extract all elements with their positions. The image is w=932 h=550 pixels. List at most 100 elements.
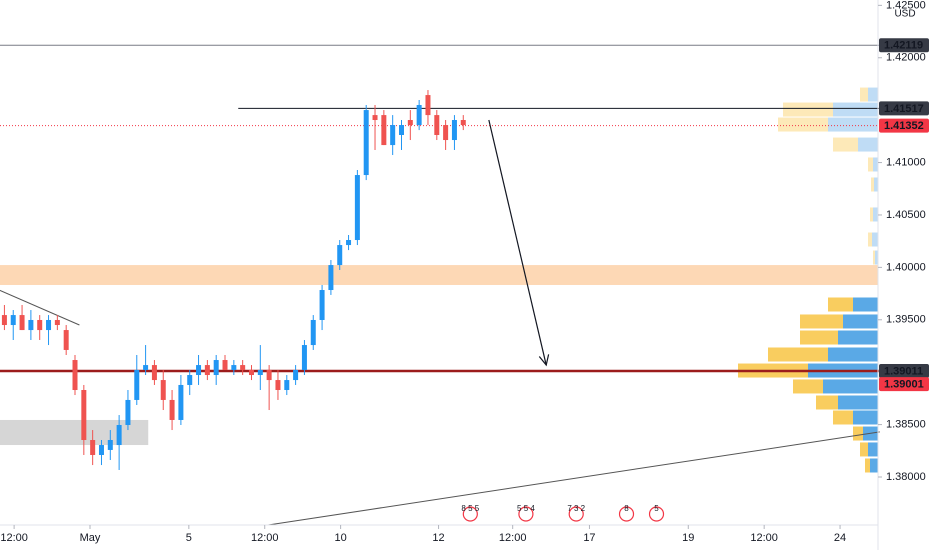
volume-up xyxy=(838,330,878,345)
candle-body xyxy=(116,425,122,446)
volume-down xyxy=(800,314,843,329)
currency: USD xyxy=(894,9,915,20)
price-badge-label: 1.39001 xyxy=(884,378,924,390)
candle-body xyxy=(460,120,466,126)
candle-body xyxy=(134,369,140,400)
x-tick-label: 12:00 xyxy=(499,532,527,544)
event-icon xyxy=(462,506,478,522)
candle-body xyxy=(160,380,166,400)
event-icon xyxy=(648,506,665,522)
event-icon xyxy=(518,506,534,522)
x-tick-label: 12 xyxy=(432,532,444,544)
volume-down xyxy=(865,458,870,473)
volume-down xyxy=(853,426,863,441)
candle-body xyxy=(10,315,16,326)
candle-body xyxy=(266,369,272,381)
event-label: 5 5 4 xyxy=(517,504,535,513)
volume-up xyxy=(868,87,878,102)
volume-up xyxy=(858,137,878,152)
volume-down xyxy=(778,117,828,132)
drawing-line xyxy=(0,289,80,326)
x-tick-label: May xyxy=(80,532,101,544)
candle-body xyxy=(301,345,307,370)
candle-body xyxy=(125,399,131,426)
candle-body xyxy=(28,319,34,331)
event-icon xyxy=(568,506,584,522)
price-badge xyxy=(879,101,929,116)
y-tick-label: 1.38500 xyxy=(886,418,926,430)
volume-down xyxy=(793,379,823,394)
candle-body xyxy=(46,319,52,331)
candle-body xyxy=(213,360,219,376)
event-label: 8 xyxy=(624,504,629,513)
volume-down xyxy=(768,347,828,362)
candle-body xyxy=(63,330,69,350)
volume-down xyxy=(833,410,853,425)
zones xyxy=(0,265,878,446)
y-tick-label: 1.40000 xyxy=(886,261,926,273)
price-badge xyxy=(879,38,929,53)
x-tick-label: 19 xyxy=(682,532,694,544)
price-badge-label: 1.41517 xyxy=(884,103,924,115)
volume-down xyxy=(871,177,874,192)
candle-body xyxy=(72,360,78,391)
candle-body xyxy=(151,365,157,381)
event-icon xyxy=(618,506,635,522)
candle-body xyxy=(169,399,175,420)
x-tick-label: 12:00 xyxy=(750,532,778,544)
volume-down xyxy=(873,250,875,265)
volume-down xyxy=(816,395,838,410)
zone xyxy=(0,419,149,446)
price-badge xyxy=(879,377,929,392)
volume-up xyxy=(823,379,878,394)
candle-body xyxy=(196,365,202,376)
volume-down xyxy=(800,330,838,345)
volume-down xyxy=(833,137,858,152)
candles xyxy=(1,90,466,470)
candle-body xyxy=(98,445,104,455)
arrow xyxy=(488,119,547,366)
drawing-line xyxy=(268,431,880,526)
y-tick-label: 1.42500 xyxy=(886,0,926,11)
volume-up xyxy=(872,232,878,247)
volume-down xyxy=(860,87,868,102)
event-label: 5 xyxy=(654,504,659,513)
volume-down xyxy=(828,297,853,312)
x-tick-label: 5 xyxy=(186,532,192,544)
arrow-head xyxy=(538,354,550,367)
y-tick-label: 1.39500 xyxy=(886,314,926,326)
volume-up xyxy=(868,442,878,457)
candle-body xyxy=(54,319,60,326)
volume-up xyxy=(828,117,878,132)
event-label: 7 3 2 xyxy=(567,504,585,513)
volume-up xyxy=(853,410,878,425)
event-label: 8 5 5 xyxy=(461,504,479,513)
zone xyxy=(0,265,878,285)
candle-body xyxy=(240,365,246,370)
y-tick-label: 1.42000 xyxy=(886,52,926,64)
candle-body xyxy=(363,110,369,176)
volume-down xyxy=(868,232,872,247)
volume-up xyxy=(828,347,878,362)
candle-body xyxy=(1,315,7,326)
price-badge-label: 1.39011 xyxy=(884,365,923,377)
y-tick-label: 1.41000 xyxy=(886,156,926,168)
volume-down xyxy=(860,442,868,457)
volume-up xyxy=(874,177,878,192)
candle-body xyxy=(143,365,149,370)
candle-body xyxy=(434,115,440,135)
x-tick-label: 17 xyxy=(583,532,595,544)
candle-body xyxy=(407,120,413,126)
y-tick-label: 1.38000 xyxy=(886,471,926,483)
volume-up xyxy=(873,157,878,172)
candle-body xyxy=(354,175,360,241)
volume-down xyxy=(868,157,873,172)
candle-body xyxy=(231,365,237,370)
candle-body xyxy=(390,125,396,146)
candle-body xyxy=(81,390,87,440)
volume-down xyxy=(870,207,873,222)
x-tick-label: 24 xyxy=(834,532,846,544)
candle-body xyxy=(248,369,254,376)
